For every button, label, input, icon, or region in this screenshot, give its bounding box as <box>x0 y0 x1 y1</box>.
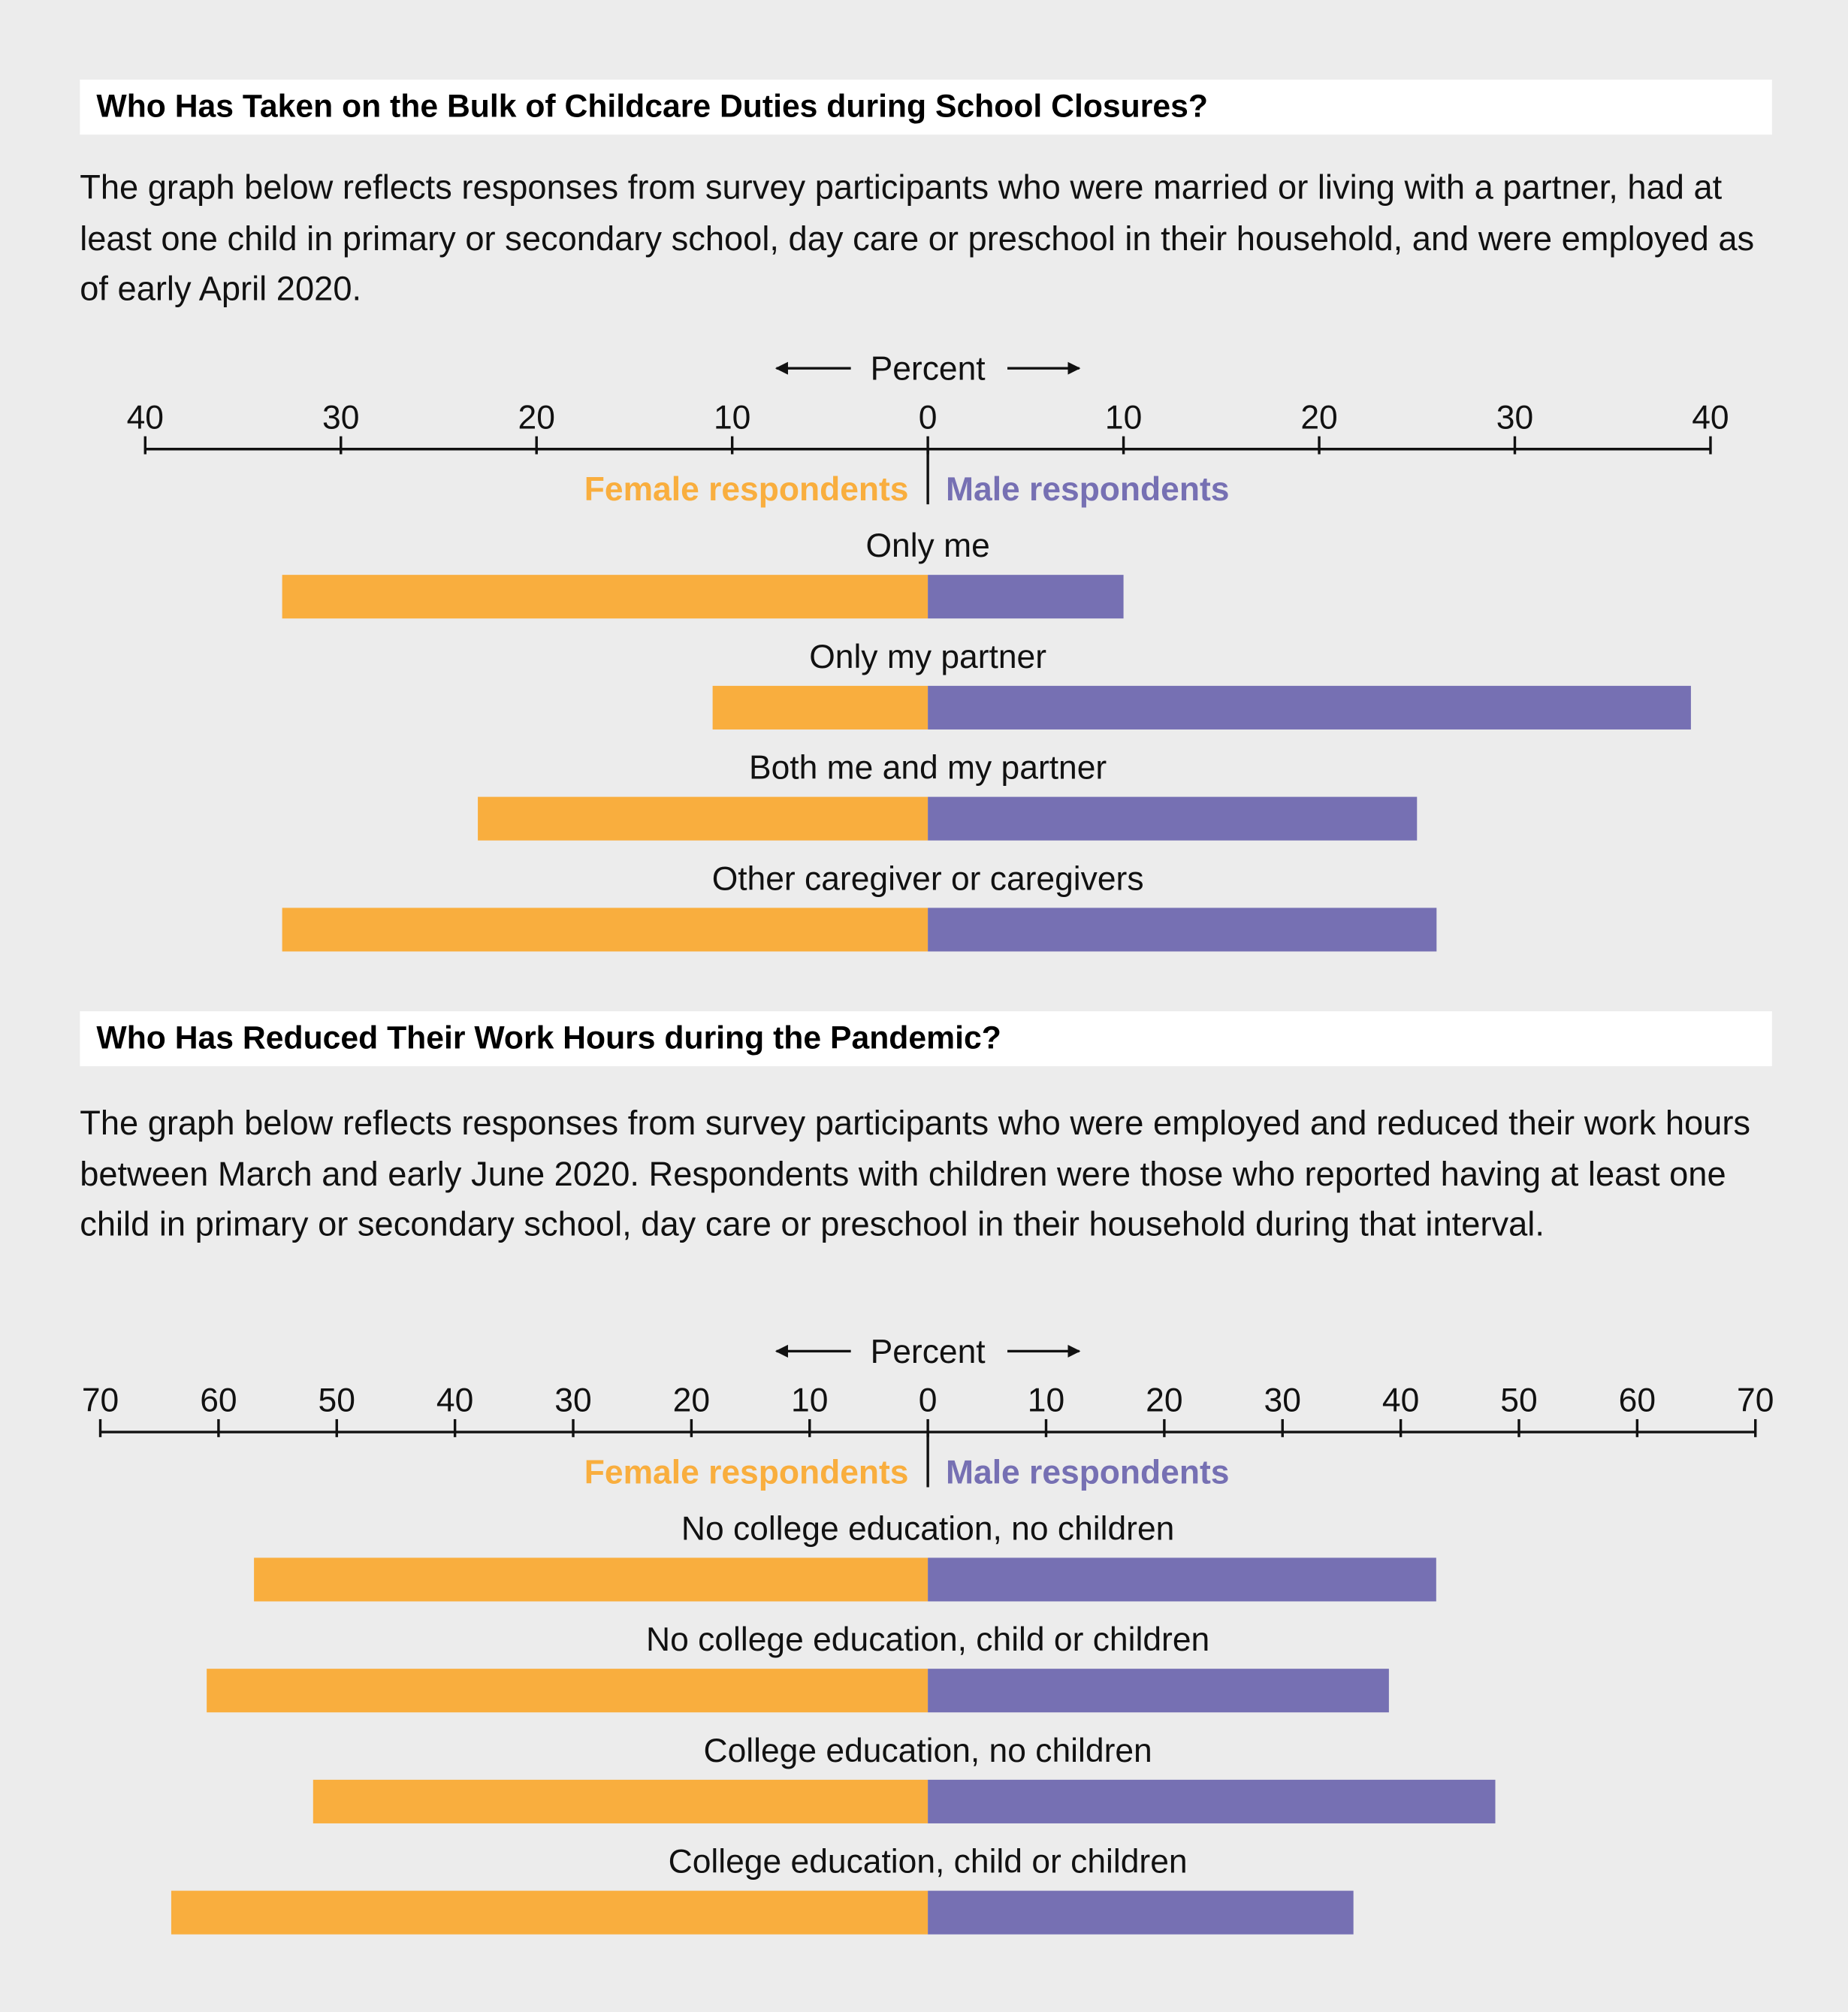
bar <box>478 796 929 841</box>
bar <box>928 908 1437 952</box>
chart-title: Who Has Reduced Their Work Hours during … <box>80 1011 1772 1067</box>
x-tick-label: 20 <box>673 1382 710 1419</box>
bar <box>282 575 929 619</box>
chart-title: Who Has Taken on the Bulk of Childcare D… <box>80 79 1772 135</box>
x-tick-label: 40 <box>1692 399 1729 436</box>
x-tick-label: 50 <box>319 1382 355 1419</box>
legend-label: Male respondents <box>946 1454 1229 1491</box>
x-tick-label: 20 <box>1146 1382 1182 1419</box>
x-tick-label: 70 <box>1737 1382 1774 1419</box>
x-tick-label: 10 <box>1028 1382 1064 1419</box>
chart-title-box: Who Has Taken on the Bulk of Childcare D… <box>80 79 1772 135</box>
x-axis-label: Percent <box>871 1334 986 1370</box>
bar <box>313 1779 929 1823</box>
category-label: No college education, child or children <box>646 1621 1209 1658</box>
bar <box>928 1669 1389 1713</box>
x-tick-label: 10 <box>714 399 750 436</box>
x-tick-label: 30 <box>322 399 359 436</box>
x-tick-label: 20 <box>1300 399 1337 436</box>
chart-subtitle: The graph below reflects responses from … <box>80 168 1755 308</box>
x-tick-label: 40 <box>1382 1382 1419 1419</box>
bar <box>928 1557 1436 1602</box>
category-label: Both me and my partner <box>749 750 1107 787</box>
bar <box>171 1890 929 1935</box>
bar <box>928 575 1124 619</box>
x-axis-label: Percent <box>871 351 986 388</box>
category-label: Only me <box>865 527 989 564</box>
x-tick-label: 30 <box>1264 1382 1301 1419</box>
bar <box>712 685 929 730</box>
x-tick-label: 20 <box>518 399 555 436</box>
x-tick-label: 0 <box>919 399 938 436</box>
chart-subtitle-box: The graph below reflects responses from … <box>80 1103 1751 1243</box>
x-tick-label: 60 <box>200 1382 237 1419</box>
x-tick-label: 10 <box>1105 399 1142 436</box>
x-tick-label: 30 <box>554 1382 591 1419</box>
x-tick-label: 0 <box>919 1382 938 1419</box>
category-label: College education, no children <box>704 1733 1152 1769</box>
bar <box>282 908 929 952</box>
bar <box>928 1779 1496 1823</box>
category-label: Only my partner <box>809 639 1046 675</box>
x-tick-label: 40 <box>436 1382 473 1419</box>
x-tick-label: 50 <box>1500 1382 1537 1419</box>
x-tick-label: 30 <box>1496 399 1533 436</box>
category-label: No college education, no children <box>681 1510 1174 1547</box>
bar <box>254 1557 929 1602</box>
bar <box>928 1890 1354 1935</box>
bar <box>928 796 1418 841</box>
category-label: Other caregiver or caregivers <box>712 860 1144 897</box>
x-tick-label: 40 <box>127 399 164 436</box>
x-tick-label: 10 <box>791 1382 828 1419</box>
chart-title-box: Who Has Reduced Their Work Hours during … <box>80 1011 1772 1067</box>
x-tick-label: 70 <box>82 1382 119 1419</box>
legend-label: Female respondents <box>584 471 909 508</box>
bar <box>207 1669 929 1713</box>
bar <box>928 685 1691 730</box>
chart-subtitle-box: The graph below reflects responses from … <box>80 168 1755 308</box>
chart-subtitle: The graph below reflects responses from … <box>80 1103 1751 1243</box>
x-tick-label: 60 <box>1619 1382 1656 1419</box>
legend-label: Female respondents <box>584 1454 909 1491</box>
category-label: College education, child or children <box>669 1844 1188 1881</box>
legend-label: Male respondents <box>946 471 1229 508</box>
